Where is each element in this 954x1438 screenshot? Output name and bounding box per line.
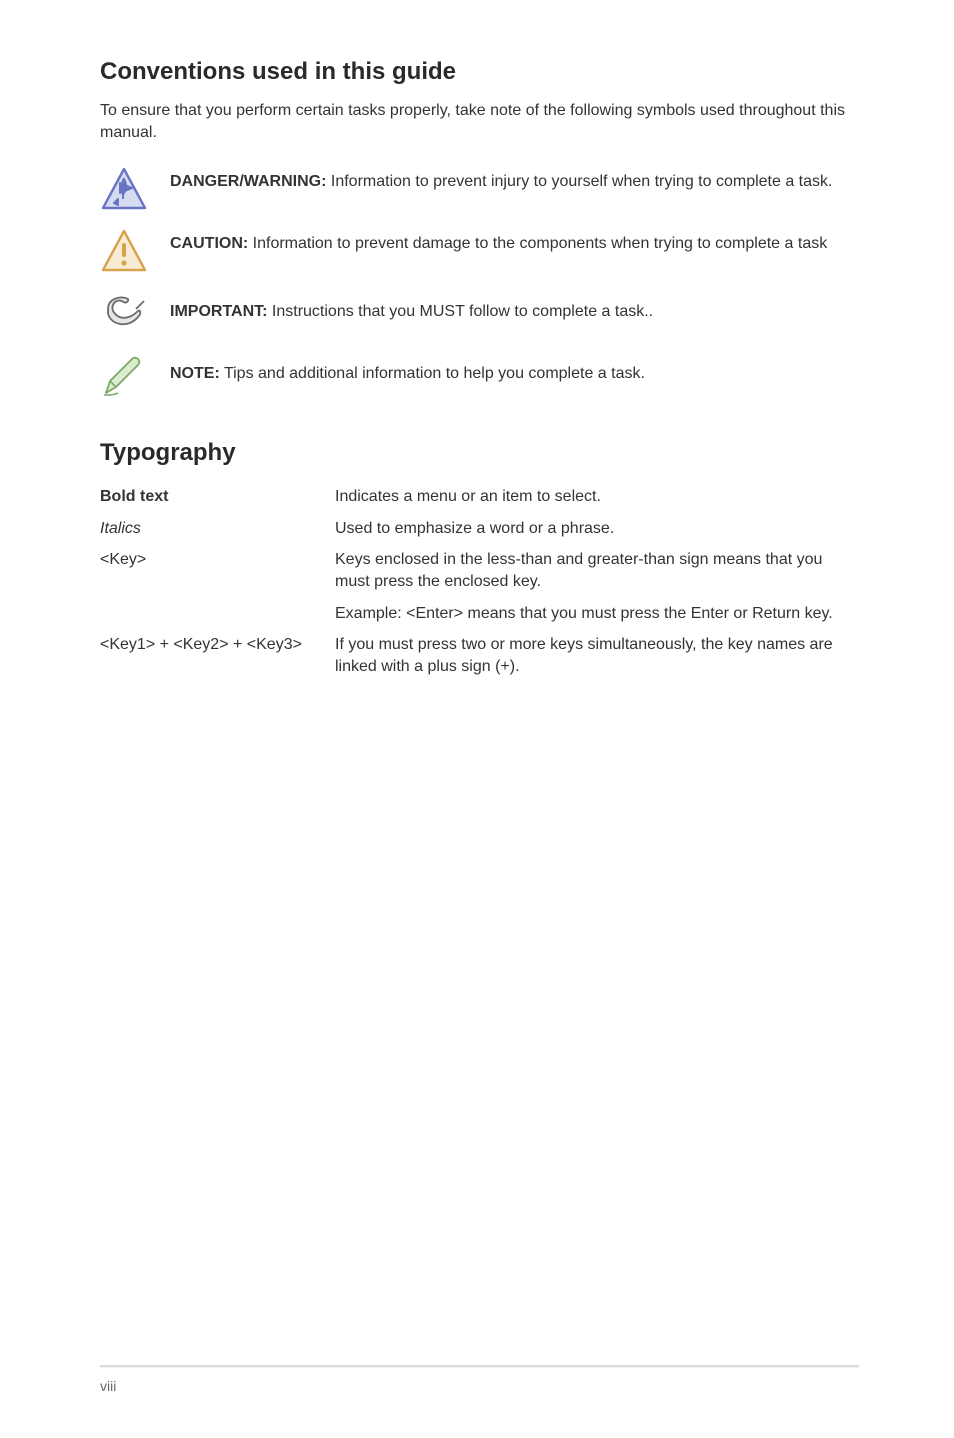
important-lead: IMPORTANT: — [170, 303, 267, 320]
caution-text: CAUTION: Information to prevent damage t… — [170, 227, 827, 255]
note-row: NOTE: Tips and additional information to… — [100, 351, 859, 399]
table-row: Example: <Enter> means that you must pre… — [100, 598, 859, 630]
important-row: IMPORTANT: Instructions that you MUST fo… — [100, 289, 859, 337]
typo-left-keys: <Key1> + <Key2> + <Key3> — [100, 629, 335, 682]
typo-right: Used to emphasize a word or a phrase. — [335, 513, 859, 545]
caution-row: CAUTION: Information to prevent damage t… — [100, 227, 859, 275]
table-row: <Key1> + <Key2> + <Key3> If you must pre… — [100, 629, 859, 682]
caution-body: Information to prevent damage to the com… — [248, 235, 827, 252]
note-text: NOTE: Tips and additional information to… — [170, 351, 645, 385]
typo-left-key: <Key> — [100, 544, 335, 597]
note-icon — [100, 351, 170, 399]
typo-right: Indicates a menu or an item to select. — [335, 481, 859, 513]
caution-lead: CAUTION: — [170, 235, 248, 252]
typo-right: Keys enclosed in the less-than and great… — [335, 544, 859, 597]
conventions-heading: Conventions used in this guide — [100, 58, 859, 86]
table-row: Italics Used to emphasize a word or a ph… — [100, 513, 859, 545]
page-number: viii — [100, 1378, 116, 1394]
typo-right: Example: <Enter> means that you must pre… — [335, 598, 859, 630]
typo-left-italic: Italics — [100, 513, 335, 545]
note-lead: NOTE: — [170, 365, 220, 382]
danger-row: DANGER/WARNING: Information to prevent i… — [100, 165, 859, 213]
typo-left-bold: Bold text — [100, 481, 335, 513]
table-row: <Key> Keys enclosed in the less-than and… — [100, 544, 859, 597]
danger-lead: DANGER/WARNING: — [170, 173, 326, 190]
caution-icon — [100, 227, 170, 275]
important-text: IMPORTANT: Instructions that you MUST fo… — [170, 289, 653, 323]
important-icon — [100, 289, 170, 337]
important-body: Instructions that you MUST follow to com… — [267, 303, 653, 320]
typography-table: Bold text Indicates a menu or an item to… — [100, 481, 859, 682]
footer-rule — [100, 1365, 859, 1368]
danger-text: DANGER/WARNING: Information to prevent i… — [170, 165, 832, 193]
table-row: Bold text Indicates a menu or an item to… — [100, 481, 859, 513]
typo-right: If you must press two or more keys simul… — [335, 629, 859, 682]
danger-icon — [100, 165, 170, 213]
typography-heading: Typography — [100, 439, 859, 467]
typo-left-empty — [100, 598, 335, 630]
conventions-intro: To ensure that you perform certain tasks… — [100, 100, 859, 143]
danger-body: Information to prevent injury to yoursel… — [326, 173, 832, 190]
note-body: Tips and additional information to help … — [220, 365, 645, 382]
